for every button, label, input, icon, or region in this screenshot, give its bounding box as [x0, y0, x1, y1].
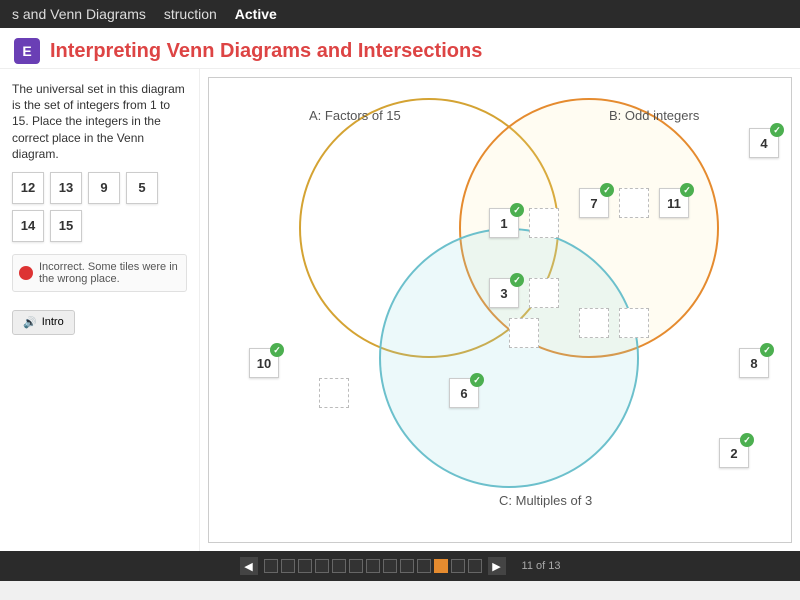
intro-button-label: Intro — [42, 316, 64, 328]
venn-slot[interactable] — [619, 308, 649, 338]
correct-check-icon: ✓ — [600, 183, 614, 197]
venn-slot[interactable] — [619, 188, 649, 218]
instruction-panel: The universal set in this diagram is the… — [0, 69, 200, 551]
page-box[interactable] — [417, 559, 431, 573]
correct-check-icon: ✓ — [510, 273, 524, 287]
venn-slot[interactable]: 11✓ — [659, 188, 689, 218]
main-content: The universal set in this diagram is the… — [0, 69, 800, 551]
correct-check-icon: ✓ — [680, 183, 694, 197]
page-header: E Interpreting Venn Diagrams and Interse… — [0, 28, 800, 69]
page-box[interactable] — [298, 559, 312, 573]
venn-slot[interactable] — [509, 318, 539, 348]
page-counter-text: 11 of 13 — [522, 560, 561, 572]
draggable-tile[interactable]: 12 — [12, 172, 44, 204]
venn-slot[interactable]: 7✓ — [579, 188, 609, 218]
correct-check-icon: ✓ — [470, 373, 484, 387]
venn-slot[interactable] — [579, 308, 609, 338]
venn-slot[interactable]: 10✓ — [249, 348, 279, 378]
prev-page-button[interactable]: ◀ — [240, 557, 258, 575]
venn-panel: A: Factors of 15 B: Odd integers C: Mult… — [200, 69, 800, 551]
venn-slot[interactable]: 2✓ — [719, 438, 749, 468]
draggable-tile[interactable]: 14 — [12, 210, 44, 242]
venn-canvas[interactable]: A: Factors of 15 B: Odd integers C: Mult… — [208, 77, 792, 543]
draggable-tile[interactable]: 15 — [50, 210, 82, 242]
venn-slot[interactable]: 1✓ — [489, 208, 519, 238]
correct-check-icon: ✓ — [270, 343, 284, 357]
label-set-a: A: Factors of 15 — [309, 108, 401, 123]
venn-slot[interactable] — [529, 278, 559, 308]
feedback-message: Incorrect. Some tiles were in the wrong … — [12, 254, 187, 292]
correct-check-icon: ✓ — [740, 433, 754, 447]
correct-check-icon: ✓ — [760, 343, 774, 357]
instruction-text: The universal set in this diagram is the… — [12, 81, 187, 162]
venn-slot[interactable] — [529, 208, 559, 238]
lesson-status: Active — [235, 6, 277, 22]
page-box[interactable] — [332, 559, 346, 573]
venn-slot[interactable]: 6✓ — [449, 378, 479, 408]
page-box[interactable] — [400, 559, 414, 573]
venn-slot[interactable]: 4✓ — [749, 128, 779, 158]
correct-check-icon: ✓ — [770, 123, 784, 137]
venn-slot[interactable] — [319, 378, 349, 408]
tile-tray: 121395 1415 — [12, 172, 187, 242]
draggable-tile[interactable]: 9 — [88, 172, 120, 204]
page-box[interactable] — [349, 559, 363, 573]
next-page-button[interactable]: ▶ — [488, 557, 506, 575]
page-box[interactable] — [264, 559, 278, 573]
page-box[interactable] — [451, 559, 465, 573]
venn-slot[interactable]: 8✓ — [739, 348, 769, 378]
page-indicator — [264, 559, 482, 573]
venn-circle-c — [379, 228, 639, 488]
venn-slot[interactable]: 3✓ — [489, 278, 519, 308]
page-box[interactable] — [315, 559, 329, 573]
breadcrumb-text: s and Venn Diagrams — [12, 6, 146, 22]
page-box[interactable] — [468, 559, 482, 573]
page-box[interactable] — [366, 559, 380, 573]
intro-button[interactable]: 🔊 Intro — [12, 310, 75, 335]
breadcrumb-bar: s and Venn Diagrams struction Active — [0, 0, 800, 28]
app-logo-icon: E — [14, 38, 40, 64]
draggable-tile[interactable]: 5 — [126, 172, 158, 204]
label-set-c: C: Multiples of 3 — [499, 493, 592, 508]
section-label: struction — [164, 6, 217, 22]
page-box[interactable] — [383, 559, 397, 573]
page-box[interactable] — [434, 559, 448, 573]
speaker-icon: 🔊 — [23, 316, 37, 329]
label-set-b: B: Odd integers — [609, 108, 699, 123]
draggable-tile[interactable]: 13 — [50, 172, 82, 204]
correct-check-icon: ✓ — [510, 203, 524, 217]
progress-footer: ◀ ▶ 11 of 13 — [0, 551, 800, 581]
feedback-text: Incorrect. Some tiles were in the wrong … — [39, 261, 180, 285]
error-icon — [19, 266, 33, 280]
page-title: Interpreting Venn Diagrams and Intersect… — [50, 40, 482, 63]
page-box[interactable] — [281, 559, 295, 573]
